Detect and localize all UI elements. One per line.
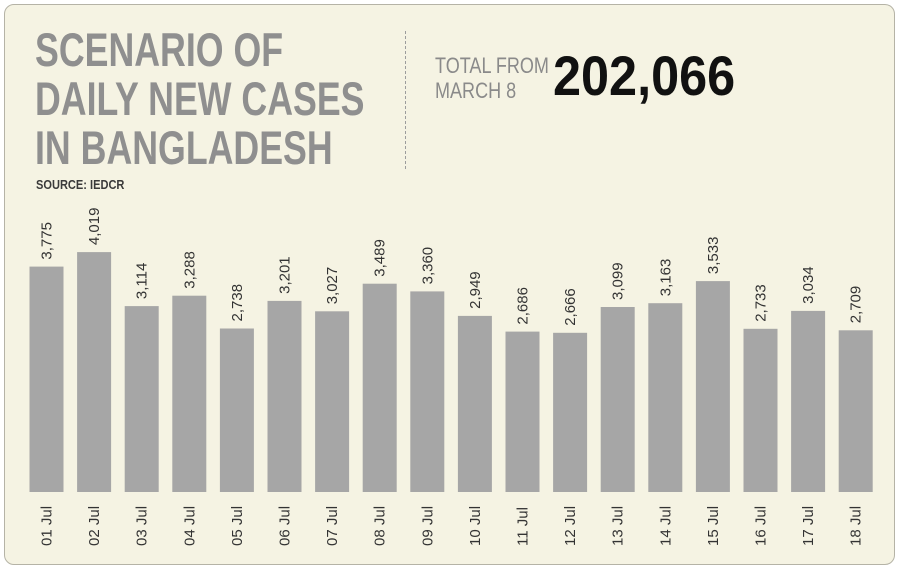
bar-3 bbox=[172, 295, 207, 492]
category-label-1: 02 Jul bbox=[86, 506, 103, 546]
bar-4 bbox=[219, 328, 254, 492]
category-label-4: 05 Jul bbox=[229, 506, 246, 546]
value-label-5: 3,201 bbox=[277, 256, 294, 294]
bar-2 bbox=[124, 306, 159, 492]
value-label-8: 3,360 bbox=[419, 247, 436, 285]
category-label-9: 10 Jul bbox=[467, 506, 484, 546]
bar-1 bbox=[77, 252, 112, 492]
total-label: TOTAL FROM MARCH 8 bbox=[435, 53, 549, 103]
source-note: SOURCE: IEDCR bbox=[36, 177, 125, 192]
value-label-10: 2,686 bbox=[515, 287, 532, 325]
category-label-14: 15 Jul bbox=[705, 506, 722, 546]
value-label-0: 3,775 bbox=[39, 222, 56, 260]
chart-title: SCENARIO OF DAILY NEW CASES IN BANGLADES… bbox=[35, 25, 364, 172]
header-divider bbox=[405, 31, 406, 169]
total-label-line-1: TOTAL FROM bbox=[435, 53, 549, 78]
value-label-16: 3,034 bbox=[800, 266, 817, 304]
value-label-12: 3,099 bbox=[610, 262, 627, 300]
bar-9 bbox=[457, 315, 492, 492]
value-labels-group: 3,775 4,019 3,114 3,288 2,738 3,201 3,027 3,489… bbox=[39, 208, 865, 326]
value-label-6: 3,027 bbox=[324, 267, 341, 305]
category-label-5: 06 Jul bbox=[277, 506, 294, 546]
category-label-2: 03 Jul bbox=[134, 506, 151, 546]
category-label-11: 12 Jul bbox=[562, 506, 579, 546]
total-label-line-2: MARCH 8 bbox=[435, 78, 517, 103]
category-label-13: 14 Jul bbox=[657, 506, 674, 546]
bar-6 bbox=[315, 311, 350, 492]
category-label-7: 08 Jul bbox=[372, 506, 389, 546]
value-label-11: 2,666 bbox=[562, 288, 579, 326]
value-label-4: 2,738 bbox=[229, 284, 246, 322]
title-line-2: DAILY NEW CASES bbox=[35, 72, 365, 125]
category-label-3: 04 Jul bbox=[181, 506, 198, 546]
title-line-3: IN BANGLADESH bbox=[35, 121, 333, 174]
bar-8 bbox=[410, 291, 445, 492]
bar-14 bbox=[695, 281, 730, 492]
bar-13 bbox=[648, 303, 683, 492]
category-labels-group: 01 Jul 02 Jul 03 Jul 04 Jul 05 Jul 06 Jul 07 J… bbox=[39, 506, 865, 546]
bar-0 bbox=[29, 266, 64, 492]
value-label-2: 3,114 bbox=[134, 263, 151, 299]
bar-10 bbox=[505, 331, 540, 492]
category-label-8: 09 Jul bbox=[419, 506, 436, 546]
value-label-7: 3,489 bbox=[372, 239, 389, 277]
category-label-6: 07 Jul bbox=[324, 506, 341, 546]
bar-12 bbox=[600, 307, 635, 492]
value-label-14: 3,533 bbox=[705, 237, 722, 275]
category-label-17: 18 Jul bbox=[848, 506, 865, 546]
category-label-12: 13 Jul bbox=[610, 506, 627, 546]
value-label-3: 3,288 bbox=[181, 251, 198, 289]
bar-15 bbox=[743, 328, 778, 492]
title-line-1: SCENARIO OF bbox=[35, 23, 284, 76]
bar-7 bbox=[362, 283, 397, 492]
value-label-9: 2,949 bbox=[467, 271, 484, 309]
bar-17 bbox=[838, 330, 873, 492]
value-label-17: 2,709 bbox=[848, 286, 865, 324]
total-value: 202,066 bbox=[553, 44, 736, 107]
bars-group bbox=[29, 252, 873, 492]
category-label-10: 11 Jul bbox=[515, 507, 532, 546]
value-label-1: 4,019 bbox=[86, 208, 103, 246]
bar-5 bbox=[267, 300, 302, 492]
category-label-16: 17 Jul bbox=[800, 506, 817, 546]
value-label-15: 2,733 bbox=[753, 284, 770, 322]
bar-16 bbox=[791, 310, 826, 492]
category-label-15: 16 Jul bbox=[753, 506, 770, 546]
value-label-13: 3,163 bbox=[657, 259, 674, 297]
bar-11 bbox=[553, 332, 588, 492]
category-label-0: 01 Jul bbox=[39, 506, 56, 546]
